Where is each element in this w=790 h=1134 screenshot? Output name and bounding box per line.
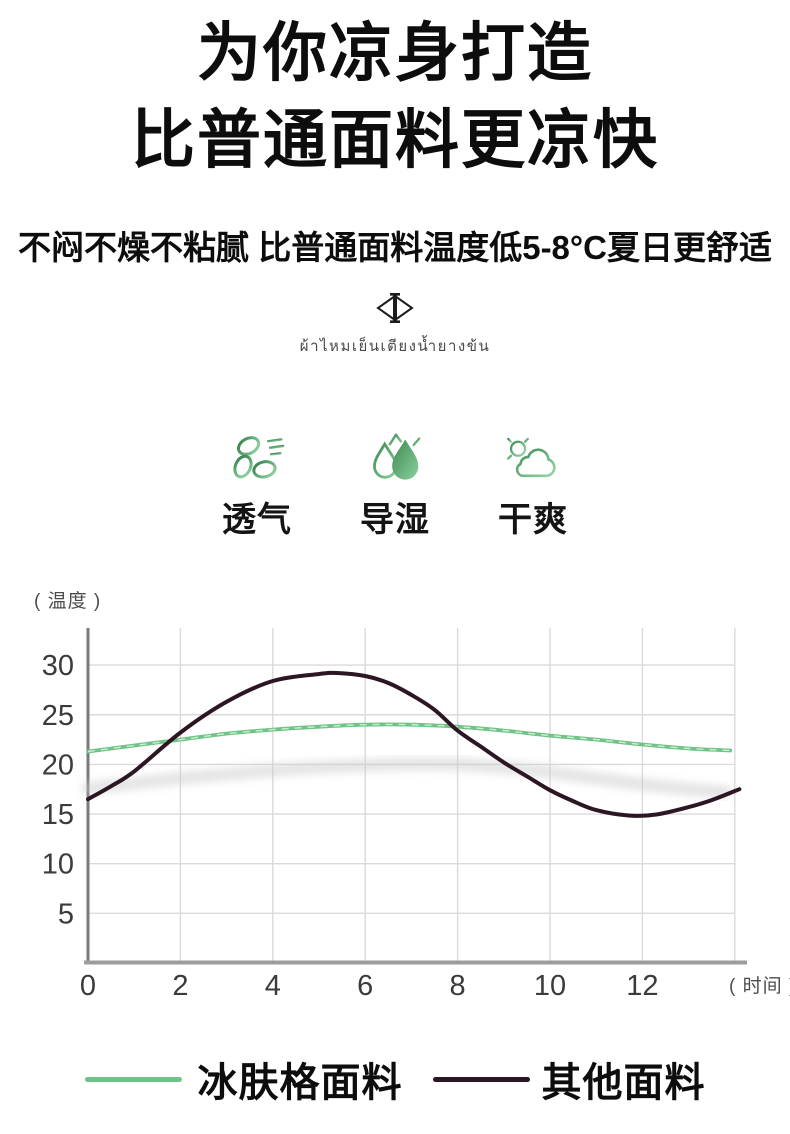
svg-text:25: 25: [42, 700, 74, 732]
svg-text:0: 0: [80, 970, 96, 1002]
svg-text:( 时间 ): ( 时间 ): [729, 975, 790, 997]
page-title: 为你凉身打造 比普通面料更凉快: [0, 10, 790, 184]
page-subtitle: 不闷不燥不粘腻 比普通面料温度低5-8°C夏日更舒适: [18, 229, 772, 266]
sun-cloud-icon: [503, 433, 556, 478]
features-row: 透气 导湿: [0, 432, 790, 541]
svg-text:6: 6: [357, 970, 373, 1002]
svg-text:30: 30: [42, 650, 74, 682]
svg-text:10: 10: [42, 849, 74, 881]
chart-legend: 冰肤格面料 其他面料: [0, 1050, 790, 1108]
feature-item-dry: 干爽: [478, 432, 588, 541]
legend-swatch: [84, 1076, 182, 1082]
page-title-line1: 为你凉身打造: [197, 17, 593, 89]
water-drop-icon: [373, 433, 421, 480]
svg-text:2: 2: [172, 970, 188, 1002]
svg-text:( 温度 ): ( 温度 ): [34, 590, 101, 612]
feature-label: 导湿: [360, 501, 430, 539]
legend-swatch: [432, 1076, 530, 1082]
legend-label-ice-fabric: 冰肤格面料: [197, 1061, 403, 1105]
svg-text:8: 8: [450, 970, 466, 1002]
svg-text:10: 10: [534, 970, 566, 1002]
svg-text:15: 15: [42, 799, 74, 831]
svg-text:20: 20: [42, 749, 74, 781]
fan-icon: [233, 436, 285, 479]
legend-label-other-fabric: 其他面料: [541, 1061, 706, 1105]
svg-text:5: 5: [58, 898, 74, 930]
svg-text:12: 12: [626, 970, 658, 1002]
temperature-chart: 30 25 20 15 10 5 0 2 4 6 8 10 12 ( 温度 ) ( 时间 ): [34, 590, 790, 1002]
feature-label: 干爽: [498, 501, 568, 539]
divider: [0, 292, 790, 329]
feature-item-moisture: 导湿: [340, 432, 450, 541]
feature-label: 透气: [222, 501, 292, 539]
diamond-icon: [376, 293, 414, 323]
svg-text:4: 4: [265, 970, 281, 1002]
feature-item-breathable: 透气: [202, 432, 312, 541]
thai-caption: ผ้าไหมเย็นเตียงน้ำยางข้น: [299, 338, 491, 355]
page-title-line2: 比普通面料更凉快: [131, 104, 659, 176]
